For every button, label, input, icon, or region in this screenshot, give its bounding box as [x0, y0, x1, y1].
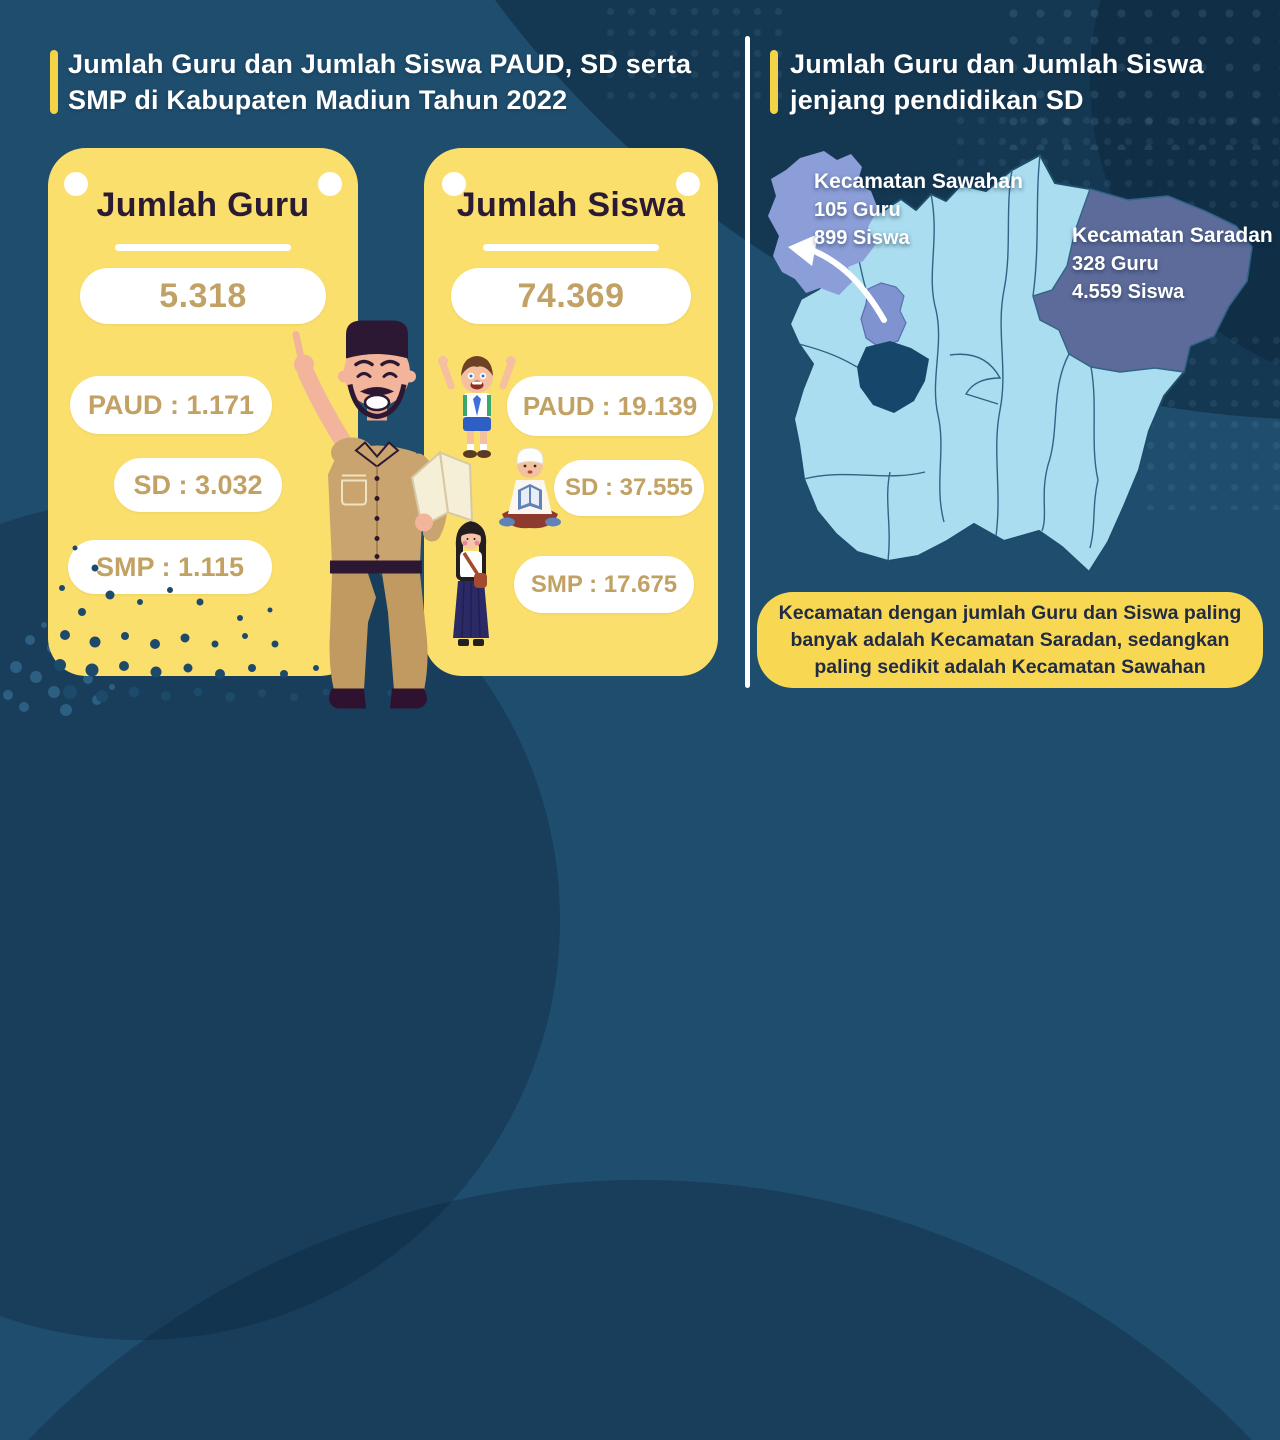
sawahan-siswa: 899 Siswa — [814, 227, 910, 249]
card-pin-circle — [318, 172, 342, 196]
conclusion-note: Kecamatan dengan jumlah Guru dan Siswa p… — [757, 592, 1263, 688]
right-title-accent-bar — [770, 50, 778, 114]
sawahan-callout: Kecamatan Sawahan 105 Guru 899 Siswa — [814, 168, 1023, 252]
card-underline — [115, 244, 291, 251]
card-pin-circle — [442, 172, 466, 196]
guru-smp-pill: SMP : 1.115 — [68, 540, 272, 594]
left-title-accent-bar — [50, 50, 58, 114]
conclusion-note-text: Kecamatan dengan jumlah Guru dan Siswa p… — [778, 601, 1242, 678]
kabupaten-madiun-map — [768, 151, 1253, 573]
reading-boy-illustration — [499, 447, 561, 529]
map-region-dark — [857, 341, 929, 413]
siswa-smp-pill: SMP : 17.675 — [514, 556, 694, 613]
siswa-total-pill: 74.369 — [451, 268, 691, 324]
scatter-dots-decoration — [54, 545, 426, 702]
teacher-illustration — [292, 320, 474, 709]
guru-card: Jumlah Guru 5.318 PAUD : 1.171 SD : 3.03… — [48, 148, 358, 676]
sawahan-guru: 105 Guru — [814, 199, 901, 221]
schoolgirl-illustration — [453, 521, 489, 646]
siswa-paud-pill: PAUD : 19.139 — [507, 376, 713, 436]
right-panel-title: Jumlah Guru dan Jumlah Siswa jenjang pen… — [790, 49, 1204, 115]
guru-card-title: Jumlah Guru — [96, 186, 310, 224]
saradan-callout: Kecamatan Saradan 328 Guru 4.559 Siswa — [1072, 222, 1273, 306]
sawahan-name: Kecamatan Sawahan — [814, 170, 1023, 193]
saradan-siswa: 4.559 Siswa — [1072, 281, 1185, 303]
callout-arrow — [788, 234, 887, 323]
guru-sd-pill: SD : 3.032 — [114, 458, 282, 512]
card-pin-circle — [64, 172, 88, 196]
map-region-saradan — [1032, 188, 1253, 373]
siswa-card-title: Jumlah Siswa — [456, 186, 686, 224]
card-pin-circle — [676, 172, 700, 196]
guru-paud-pill: PAUD : 1.171 — [70, 376, 272, 434]
cheering-boy-illustration — [438, 356, 516, 458]
card-underline — [483, 244, 659, 251]
left-panel-title: Jumlah Guru dan Jumlah Siswa PAUD, SD se… — [68, 49, 692, 115]
saradan-name: Kecamatan Saradan — [1072, 224, 1273, 247]
saradan-guru: 328 Guru — [1072, 253, 1159, 275]
section-divider — [745, 36, 750, 688]
sawahan-enlarged-shape — [768, 151, 878, 295]
guru-total-pill: 5.318 — [80, 268, 326, 324]
background-arc-bottom — [0, 1180, 1280, 1440]
siswa-sd-pill: SD : 37.555 — [554, 460, 704, 516]
